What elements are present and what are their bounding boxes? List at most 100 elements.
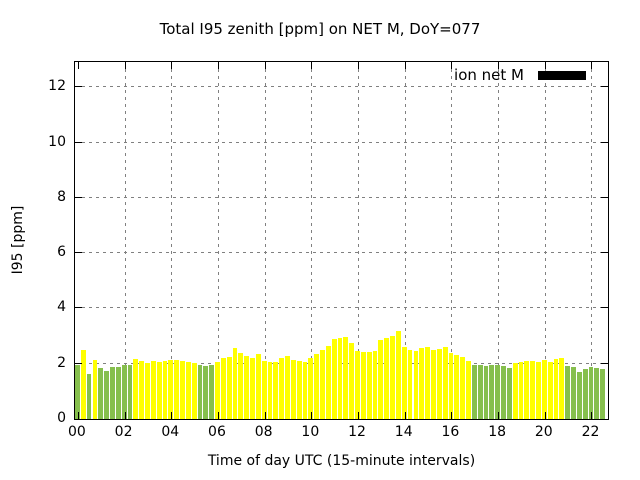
bar — [407, 349, 413, 419]
y-gridline — [75, 252, 608, 253]
y-tick-mark — [75, 142, 82, 143]
bar — [425, 347, 430, 419]
bar — [366, 351, 372, 419]
bar — [506, 367, 512, 419]
bar — [477, 365, 483, 419]
y-tick-mark — [75, 363, 82, 364]
x-tick-mark — [218, 412, 219, 419]
bar — [378, 340, 384, 419]
bar — [355, 351, 360, 419]
bar — [454, 354, 460, 419]
bar — [559, 358, 565, 419]
bar — [185, 361, 191, 419]
bar — [255, 353, 261, 419]
bar — [238, 353, 244, 419]
bar — [588, 366, 594, 419]
y-gridline — [75, 142, 608, 143]
x-tick-label: 04 — [161, 424, 180, 440]
bar — [442, 347, 448, 419]
bar — [483, 365, 489, 419]
bar — [302, 361, 308, 419]
y-tick-mark — [75, 86, 82, 87]
y-gridline — [75, 197, 608, 198]
bar — [250, 357, 255, 419]
x-tick-label: 08 — [254, 424, 273, 440]
bar — [98, 368, 104, 419]
bar — [296, 361, 302, 419]
x-tick-mark — [358, 62, 359, 69]
x-gridline — [358, 62, 359, 419]
legend-label: ion net M — [454, 66, 524, 84]
y-tick-mark — [601, 86, 608, 87]
bar — [168, 360, 174, 419]
bar — [197, 364, 203, 419]
y-tick-mark — [601, 363, 608, 364]
bar — [121, 365, 127, 419]
bar — [553, 358, 559, 419]
bar — [145, 363, 150, 419]
x-gridline — [218, 62, 219, 419]
y-tick-mark — [75, 252, 82, 253]
y-tick-label: 12 — [48, 78, 66, 95]
x-tick-label: 02 — [114, 424, 133, 440]
x-tick-label: 14 — [394, 424, 413, 440]
bar — [448, 353, 454, 419]
bar — [524, 361, 530, 419]
x-tick-mark — [218, 62, 219, 69]
x-tick-mark — [591, 412, 592, 419]
bar — [600, 369, 606, 419]
y-tick-label: 6 — [57, 244, 66, 261]
x-tick-mark — [498, 412, 499, 419]
bar — [489, 365, 495, 419]
bar — [156, 362, 162, 419]
x-tick-mark — [545, 412, 546, 419]
bar — [180, 361, 185, 419]
x-tick-mark — [311, 62, 312, 69]
bar — [285, 356, 290, 419]
x-gridline — [545, 62, 546, 419]
y-gridline — [75, 86, 608, 87]
y-tick-mark — [601, 142, 608, 143]
bar — [536, 361, 541, 419]
bar — [331, 338, 337, 419]
plot-area: ion net M — [74, 61, 609, 420]
x-tick-label: 00 — [67, 424, 86, 440]
x-tick-label: 12 — [348, 424, 366, 440]
bar — [594, 367, 600, 419]
y-tick-mark — [601, 197, 608, 198]
x-tick-mark — [545, 62, 546, 69]
x-gridline — [451, 62, 452, 419]
x-tick-mark — [171, 62, 172, 69]
bar — [215, 361, 220, 419]
bar — [541, 359, 547, 419]
x-gridline — [125, 62, 126, 419]
x-tick-label: 06 — [208, 424, 226, 440]
x-axis-label: Time of day UTC (15-minute intervals) — [207, 453, 476, 469]
bar — [495, 364, 501, 419]
y-tick-label: 10 — [48, 133, 66, 150]
y-tick-label: 0 — [57, 410, 66, 426]
bar — [261, 361, 267, 419]
bar — [395, 330, 401, 419]
bar — [565, 365, 571, 419]
bar — [460, 356, 466, 419]
chart-title: Total I95 zenith [ppm] on NET M, DoY=077 — [159, 20, 481, 38]
bar — [431, 349, 436, 419]
bar — [150, 361, 156, 419]
x-tick-label: 22 — [581, 424, 600, 440]
y-tick-mark — [601, 307, 608, 308]
y-tick-label: 8 — [57, 188, 66, 205]
bar — [92, 359, 98, 419]
bar — [582, 369, 588, 419]
x-tick-mark — [311, 412, 312, 419]
bar — [279, 358, 285, 419]
x-gridline — [311, 62, 312, 419]
bar — [80, 349, 86, 419]
bar — [104, 370, 109, 419]
bar — [360, 351, 366, 419]
bar — [547, 361, 553, 419]
bar — [267, 361, 273, 419]
x-tick-mark — [591, 62, 592, 69]
x-tick-mark — [405, 62, 406, 69]
